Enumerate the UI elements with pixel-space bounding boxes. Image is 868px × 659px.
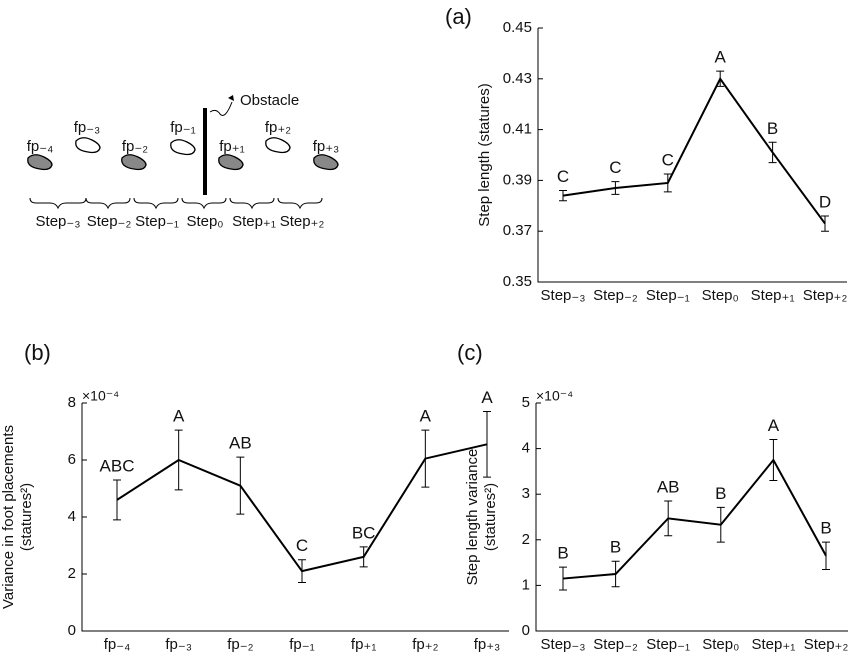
axes <box>82 403 509 631</box>
x-tick-label: Step₋₃ <box>541 287 586 304</box>
footprint-label: fp₊₃ <box>313 138 340 155</box>
x-tick-label: fp₊₂ <box>412 636 438 653</box>
annotation: D <box>819 192 831 211</box>
y-tick-label: 0.37 <box>503 222 532 239</box>
y-tick-label: 8 <box>68 394 76 411</box>
annotation: AB <box>657 478 680 497</box>
diagram: fp₋₄ fp₋₃ fp₋₂ fp₋₁ fp₊₁ fp₊₂ fp₊₃ Obsta… <box>27 92 340 230</box>
y-tick-label: 0.45 <box>503 19 532 36</box>
step-label: Step₊₂ <box>280 213 325 230</box>
figure: fp₋₄ fp₋₃ fp₋₂ fp₋₁ fp₊₁ fp₊₂ fp₊₃ Obsta… <box>0 0 868 659</box>
obstacle-pointer <box>210 102 232 116</box>
y-tick-label: 0 <box>68 622 76 639</box>
y-tick-label: 1 <box>522 576 530 593</box>
y-axis-label: Step length variance <box>464 449 481 586</box>
y-tick-label: 4 <box>68 508 76 525</box>
x-tick-label: fp₊₃ <box>474 636 501 653</box>
x-tick-label: Step₋₂ <box>593 287 638 304</box>
x-tick-label: fp₊₁ <box>351 636 377 653</box>
x-tick-label: Step₋₁ <box>646 636 690 653</box>
annotation: A <box>481 388 493 407</box>
footprints <box>28 138 338 170</box>
annotation: A <box>768 416 780 435</box>
y-axis-label: Step length (statures) <box>476 83 493 226</box>
annotation: A <box>420 407 432 426</box>
step-label: Step₊₁ <box>232 213 276 230</box>
x-tick-label: Step₊₂ <box>803 287 848 304</box>
y-tick-label: 2 <box>68 565 76 582</box>
error-bar <box>769 142 777 162</box>
annotation: C <box>557 167 569 186</box>
braces <box>30 198 322 208</box>
footprint-label: fp₊₂ <box>265 119 291 136</box>
x-tick-label: Step₊₁ <box>751 636 795 653</box>
x-tick-label: Step₊₁ <box>751 287 795 304</box>
annotation: AB <box>229 434 252 453</box>
annotation: B <box>610 538 621 557</box>
footprint-label: fp₋₁ <box>170 119 196 136</box>
annotation: B <box>820 519 831 538</box>
axes <box>538 28 847 282</box>
obstacle-label: Obstacle <box>240 92 299 109</box>
footprint-label: fp₋₂ <box>122 138 148 155</box>
y-tick-label: 0.39 <box>503 171 532 188</box>
x-tick-label: fp₋₁ <box>289 636 315 653</box>
x-tick-label: Step₀ <box>702 636 739 653</box>
footprint-label: fp₋₄ <box>27 138 54 155</box>
obstacle-arrowhead <box>228 95 234 101</box>
y-tick-label: 4 <box>522 440 530 457</box>
y-tick-label: 3 <box>522 485 530 502</box>
panel-label: (c) <box>457 340 483 365</box>
y-tick-label: 0.35 <box>503 273 532 290</box>
y-tick-label: 6 <box>68 451 76 468</box>
x-tick-label: fp₋₃ <box>165 636 192 653</box>
annotation: BC <box>352 523 376 542</box>
annotation: B <box>767 119 778 138</box>
axis-multiplier: ×10⁻⁴ <box>82 388 119 404</box>
panel-label: (a) <box>445 4 472 29</box>
annotation: C <box>296 536 308 555</box>
y-axis-label: Variance in foot placements <box>0 425 17 609</box>
x-tick-label: Step₋₃ <box>541 636 586 653</box>
annotation: ABC <box>100 456 135 475</box>
footprint-label: fp₊₁ <box>219 138 245 155</box>
error-bar <box>769 439 777 480</box>
x-tick-label: Step₋₂ <box>593 636 638 653</box>
step-label: Step₀ <box>186 213 223 230</box>
x-tick-label: Step₊₂ <box>804 636 849 653</box>
footprint-label: fp₋₃ <box>74 119 101 136</box>
x-tick-label: Step₀ <box>702 287 739 304</box>
y-tick-label: 2 <box>522 531 530 548</box>
panel-label: (b) <box>24 340 51 365</box>
annotation: C <box>662 151 674 170</box>
step-label: Step₋₁ <box>135 213 179 230</box>
axes <box>536 403 848 631</box>
y-tick-label: 0 <box>522 622 530 639</box>
x-tick-label: Step₋₁ <box>646 287 690 304</box>
y-axis-label: (statures²) <box>18 483 35 551</box>
annotation: A <box>715 48 727 67</box>
annotation: B <box>715 484 726 503</box>
error-bar <box>113 480 121 520</box>
annotation: C <box>609 158 621 177</box>
y-tick-label: 0.43 <box>503 70 532 87</box>
step-label: Step₋₂ <box>87 213 132 230</box>
error-bar <box>822 542 830 569</box>
annotation: B <box>557 544 568 563</box>
x-tick-label: fp₋₄ <box>104 636 131 653</box>
y-axis-label: (statures²) <box>482 483 499 551</box>
line <box>563 79 825 224</box>
x-tick-label: fp₋₂ <box>227 636 253 653</box>
y-tick-label: 0.41 <box>503 121 532 138</box>
line <box>563 460 826 579</box>
axis-multiplier: ×10⁻⁴ <box>536 388 573 404</box>
annotation: A <box>173 407 185 426</box>
error-bar <box>236 457 244 514</box>
error-bar <box>175 430 183 490</box>
y-tick-label: 5 <box>522 394 530 411</box>
step-label: Step₋₃ <box>36 213 81 230</box>
